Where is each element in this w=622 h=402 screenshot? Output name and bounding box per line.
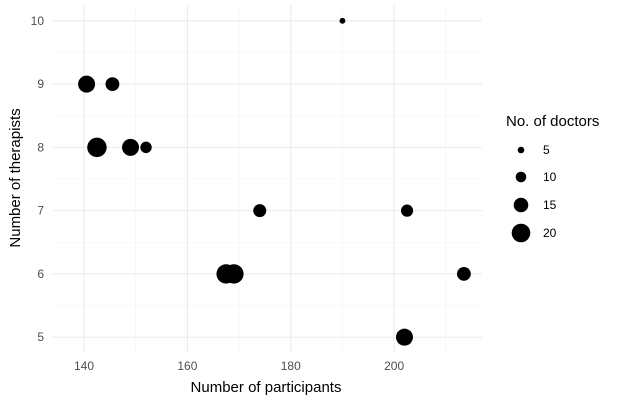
y-tick-label: 7 [37, 204, 44, 218]
legend-keys: 5 10 15 20 [511, 143, 557, 243]
data-point [457, 267, 471, 281]
x-axis-ticks: 140 160 180 200 [74, 359, 404, 373]
data-point [140, 141, 152, 154]
legend-key-circle [511, 223, 531, 243]
y-tick-label: 5 [37, 330, 44, 344]
data-point [78, 75, 96, 93]
data-point [122, 138, 140, 156]
data-point [224, 264, 244, 284]
data-point [253, 204, 267, 218]
y-tick-label: 6 [37, 267, 44, 281]
data-point [87, 137, 107, 158]
data-point [339, 17, 346, 24]
legend-key-label: 5 [543, 143, 550, 157]
y-axis-ticks: 5 6 7 8 9 10 [31, 14, 45, 344]
legend-title: No. of doctors [506, 113, 599, 130]
legend-key-label: 15 [543, 198, 557, 212]
legend-key-circle [513, 197, 529, 213]
x-tick-label: 200 [384, 359, 404, 373]
y-tick-label: 8 [37, 140, 44, 154]
legend-key-circle [517, 146, 525, 154]
legend-key-circle [515, 171, 527, 183]
y-tick-label: 9 [37, 77, 44, 91]
x-tick-label: 160 [177, 359, 197, 373]
data-point [400, 204, 414, 217]
data-point [105, 77, 120, 91]
data-points [78, 17, 471, 346]
x-tick-label: 140 [74, 359, 94, 373]
x-tick-label: 180 [281, 359, 301, 373]
x-axis-title: Number of participants [191, 379, 342, 396]
y-axis-title: Number of therapists [7, 108, 24, 247]
size-legend: No. of doctors 5 10 15 20 [506, 113, 599, 243]
data-point [395, 328, 413, 346]
legend-key-label: 20 [543, 226, 557, 240]
y-tick-label: 10 [31, 14, 45, 28]
grid-lines [53, 5, 482, 353]
legend-key-label: 10 [543, 170, 557, 184]
